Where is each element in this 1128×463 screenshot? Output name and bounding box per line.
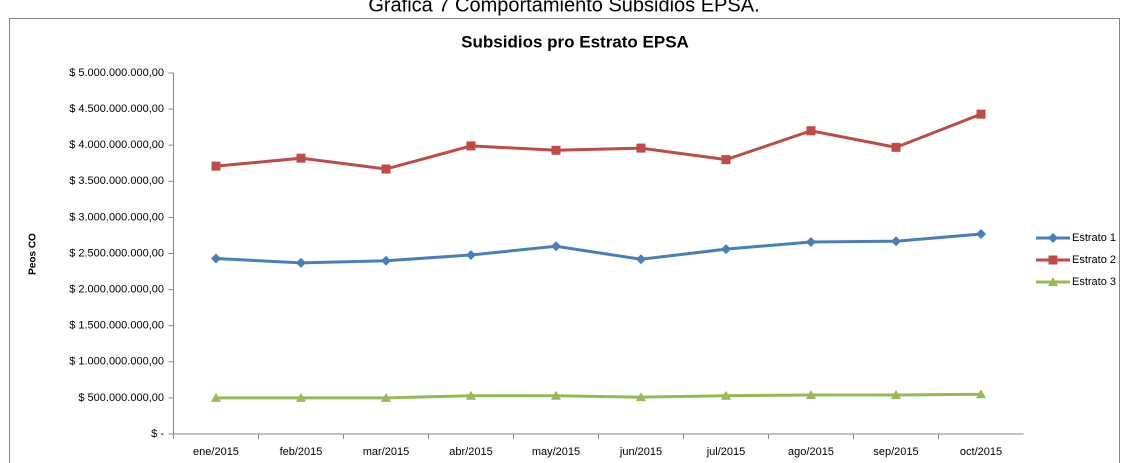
legend-label: Estrato 2: [1072, 254, 1116, 266]
x-tick-label: jul/2015: [706, 446, 746, 458]
marker: [891, 236, 901, 247]
marker: [296, 257, 306, 268]
y-tick-label: $ 1.000.000.000,00: [69, 356, 164, 368]
marker: [721, 390, 731, 400]
x-tick-label: abr/2015: [449, 446, 492, 458]
caption: Gráfica 7 Comportamiento Subsidios EPSA.: [368, 0, 759, 16]
x-tick-label: oct/2015: [960, 446, 1002, 458]
marker: [806, 236, 816, 247]
y-tick-label: $ 2.000.000.000,00: [69, 284, 164, 296]
marker: [296, 392, 306, 402]
marker: [1048, 277, 1058, 286]
marker: [296, 153, 306, 163]
legend-label: Estrato 3: [1072, 276, 1116, 288]
marker: [721, 244, 731, 255]
marker: [891, 390, 901, 400]
y-tick-label: $ -: [151, 428, 164, 440]
y-axis-label: Peos CO: [28, 233, 39, 275]
marker: [976, 109, 986, 119]
y-tick-label: $ 500.000.000,00: [78, 392, 164, 404]
marker: [636, 143, 646, 153]
y-tick-label: $ 4.000.000.000,00: [69, 139, 164, 151]
series-line: [215, 112, 982, 171]
legend-label: Estrato 1: [1072, 232, 1116, 244]
marker: [721, 155, 731, 165]
x-tick-label: may/2015: [532, 446, 580, 458]
y-tick-label: $ 3.000.000.000,00: [69, 211, 164, 223]
marker: [466, 249, 476, 260]
marker: [466, 141, 476, 151]
marker: [891, 142, 901, 152]
marker: [976, 229, 986, 240]
x-tick-label: mar/2015: [363, 446, 409, 458]
x-tick-label: ene/2015: [193, 446, 239, 458]
marker: [211, 392, 221, 402]
marker: [466, 390, 476, 400]
x-tick-label: feb/2015: [280, 446, 323, 458]
marker: [381, 255, 391, 266]
x-tick-label: sep/2015: [873, 446, 918, 458]
marker: [551, 145, 561, 155]
series-line: [215, 232, 982, 265]
chart-border: [9, 18, 1120, 463]
y-tick-label: $ 1.500.000.000,00: [69, 320, 164, 332]
marker: [806, 390, 816, 400]
marker: [1048, 255, 1058, 265]
series-line: [216, 392, 982, 400]
marker: [381, 392, 391, 402]
chart-title: Subsidios pro Estrato EPSA: [461, 32, 689, 51]
y-tick-label: $ 4.500.000.000,00: [69, 103, 164, 115]
marker: [381, 164, 391, 174]
y-tick-label: $ 2.500.000.000,00: [69, 247, 164, 259]
y-tick-label: $ 5.000.000.000,00: [69, 67, 164, 79]
marker: [211, 161, 221, 171]
marker: [636, 254, 646, 265]
marker: [211, 253, 221, 264]
x-tick-label: jun/2015: [619, 446, 662, 458]
marker: [636, 392, 646, 402]
y-tick-label: $ 3.500.000.000,00: [69, 175, 164, 187]
x-tick-label: ago/2015: [788, 446, 834, 458]
marker: [976, 389, 986, 399]
marker: [551, 390, 561, 400]
marker: [806, 126, 816, 136]
marker: [551, 241, 561, 252]
marker: [1048, 233, 1058, 243]
